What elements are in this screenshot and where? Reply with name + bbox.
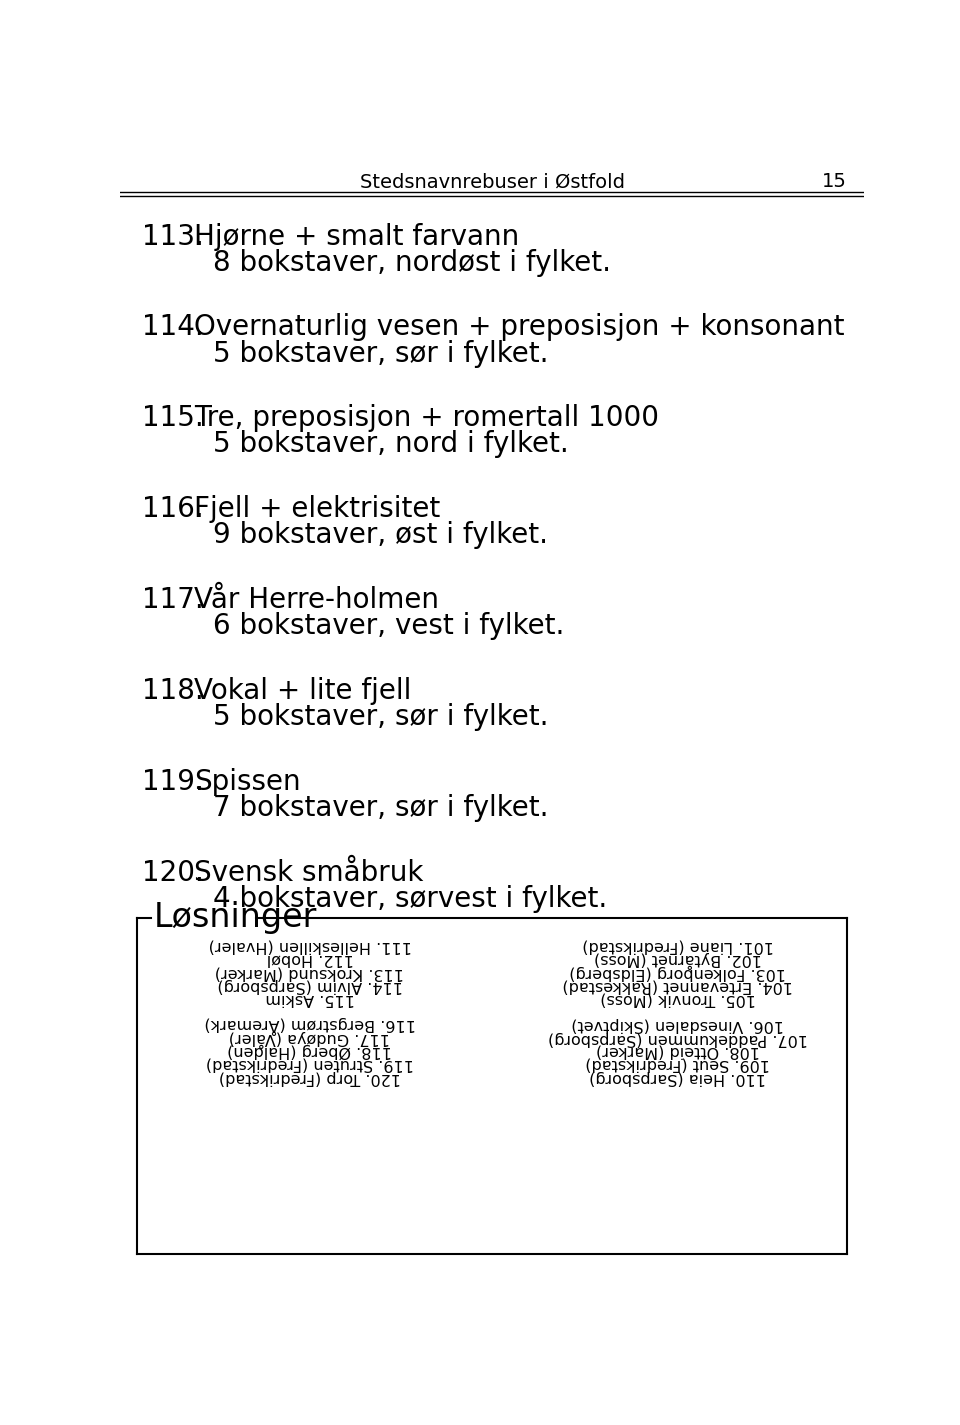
Text: 108. Otteid (Marker): 108. Otteid (Marker) bbox=[596, 1043, 760, 1059]
Text: 116.: 116. bbox=[142, 494, 204, 523]
Text: 4 bokstaver, sørvest i fylket.: 4 bokstaver, sørvest i fylket. bbox=[213, 885, 608, 913]
Text: 102. Bytårnet (Moss): 102. Bytårnet (Moss) bbox=[594, 950, 762, 968]
Text: Vår Herre-holmen: Vår Herre-holmen bbox=[194, 586, 439, 614]
Text: 111. Helleskillen (Hvaler): 111. Helleskillen (Hvaler) bbox=[208, 939, 412, 953]
Text: 113. Kroksund (Marker): 113. Kroksund (Marker) bbox=[215, 965, 404, 980]
Text: 118. Øberg (Halden): 118. Øberg (Halden) bbox=[228, 1043, 393, 1059]
Text: 6 bokstaver, vest i fylket.: 6 bokstaver, vest i fylket. bbox=[213, 613, 564, 640]
Text: 119. Struten (Fredrikstad): 119. Struten (Fredrikstad) bbox=[205, 1057, 414, 1072]
Text: Overnaturlig vesen + preposisjon + konsonant: Overnaturlig vesen + preposisjon + konso… bbox=[194, 314, 844, 342]
Text: Tre, preposisjon + romertall 1000: Tre, preposisjon + romertall 1000 bbox=[194, 405, 659, 432]
Text: Hjørne + smalt farvann: Hjørne + smalt farvann bbox=[194, 222, 518, 251]
Text: 15: 15 bbox=[822, 172, 847, 191]
Text: 116. Bergstrøm (Åremark): 116. Bergstrøm (Åremark) bbox=[204, 1016, 416, 1035]
Text: 107. Paddekummen (Sarpsborg): 107. Paddekummen (Sarpsborg) bbox=[548, 1030, 808, 1046]
Text: 5 bokstaver, nord i fylket.: 5 bokstaver, nord i fylket. bbox=[213, 430, 568, 459]
Text: 5 bokstaver, sør i fylket.: 5 bokstaver, sør i fylket. bbox=[213, 339, 548, 368]
Text: Stedsnavnrebuser i Østfold: Stedsnavnrebuser i Østfold bbox=[359, 172, 625, 191]
Text: 113.: 113. bbox=[142, 222, 204, 251]
Text: 115. Askim: 115. Askim bbox=[265, 992, 354, 1006]
Text: 104. Ertevannet (Rakkestad): 104. Ertevannet (Rakkestad) bbox=[563, 978, 793, 993]
Text: 114.: 114. bbox=[142, 314, 204, 342]
Text: 112. Hobøl: 112. Hobøl bbox=[266, 952, 353, 968]
Text: 109. Seut (Fredrikstad): 109. Seut (Fredrikstad) bbox=[586, 1057, 770, 1072]
Text: Svensk småbruk: Svensk småbruk bbox=[194, 859, 423, 886]
Text: 8 bokstaver, nordøst i fylket.: 8 bokstaver, nordøst i fylket. bbox=[213, 249, 611, 276]
Text: 110. Heia (Sarpsborg): 110. Heia (Sarpsborg) bbox=[589, 1070, 766, 1084]
Text: 117. Gudøya (Våler): 117. Gudøya (Våler) bbox=[229, 1029, 391, 1046]
Text: 120. Torp (Fredrikstad): 120. Torp (Fredrikstad) bbox=[219, 1070, 401, 1084]
Text: 118.: 118. bbox=[142, 677, 204, 705]
Text: 9 bokstaver, øst i fylket.: 9 bokstaver, øst i fylket. bbox=[213, 522, 548, 550]
Text: 120.: 120. bbox=[142, 859, 204, 886]
Text: 114. Alvim (Sarpsborg): 114. Alvim (Sarpsborg) bbox=[217, 978, 402, 993]
Text: 103. Folkenborg (Eldsberg): 103. Folkenborg (Eldsberg) bbox=[569, 965, 786, 980]
Text: 5 bokstaver, sør i fylket.: 5 bokstaver, sør i fylket. bbox=[213, 703, 548, 731]
Text: 7 bokstaver, sør i fylket.: 7 bokstaver, sør i fylket. bbox=[213, 794, 548, 822]
Text: Vokal + lite fjell: Vokal + lite fjell bbox=[194, 677, 411, 705]
Text: 117.: 117. bbox=[142, 586, 204, 614]
Text: Løsninger: Løsninger bbox=[155, 902, 318, 935]
Text: Spissen: Spissen bbox=[194, 768, 300, 795]
Text: 106. Vinesdalen (Skiptvet): 106. Vinesdalen (Skiptvet) bbox=[571, 1017, 784, 1033]
Text: 115.: 115. bbox=[142, 405, 204, 432]
Text: 105. Tronvik (Moss): 105. Tronvik (Moss) bbox=[600, 992, 756, 1006]
Text: Fjell + elektrisitet: Fjell + elektrisitet bbox=[194, 494, 440, 523]
Text: 119.: 119. bbox=[142, 768, 204, 795]
Text: 101. Liane (Fredrikstad): 101. Liane (Fredrikstad) bbox=[582, 939, 774, 953]
